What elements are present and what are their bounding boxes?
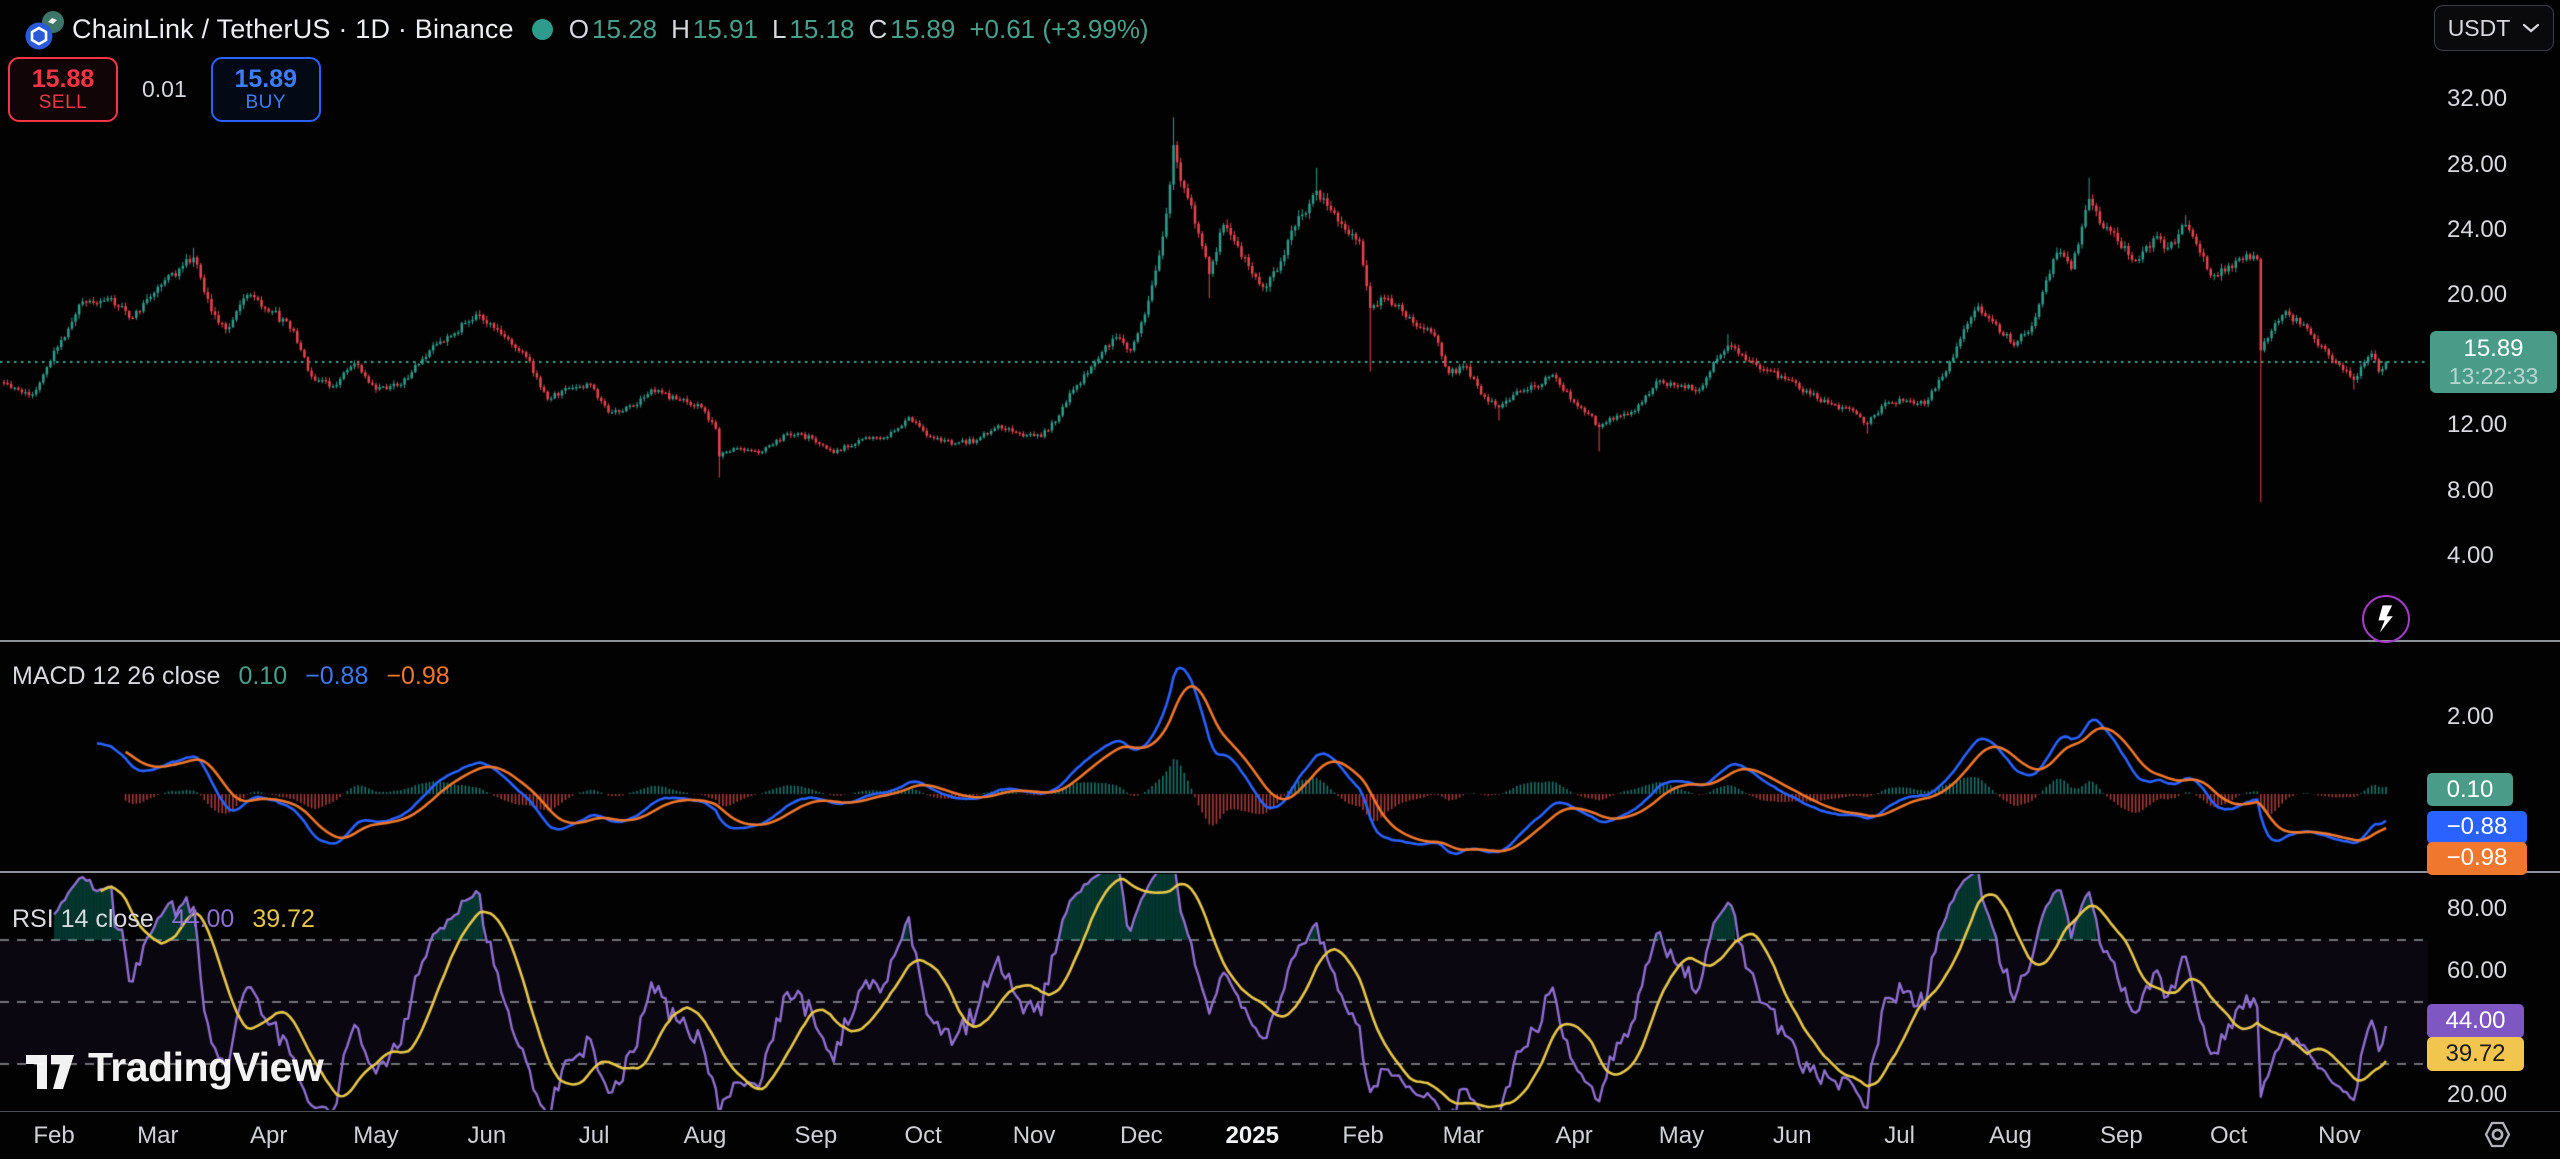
price-tick-label: 4.00 bbox=[2447, 541, 2494, 569]
chart-header: ChainLink / TetherUS · 1D · Binance O 15.… bbox=[12, 8, 1149, 50]
rsi-label: RSI 14 close bbox=[12, 905, 154, 933]
candle-countdown: 13:22:33 bbox=[2448, 362, 2539, 389]
sell-button[interactable]: 15.88 SELL bbox=[8, 57, 118, 122]
pair-logo-icon bbox=[12, 8, 68, 50]
time-tick-label: Jun bbox=[1772, 1122, 1812, 1149]
macd-indicator-row[interactable]: MACD 12 26 close 0.10 −0.88 −0.98 bbox=[12, 662, 450, 691]
price-tick-label: 20.00 bbox=[2447, 281, 2508, 308]
time-tick-label: Nov bbox=[2318, 1122, 2361, 1149]
price-change: +0.61 (+3.99%) bbox=[969, 13, 1149, 44]
lightning-icon[interactable] bbox=[2362, 595, 2410, 643]
time-axis-separator bbox=[0, 1111, 2560, 1112]
ohlc-high: H 15.91 bbox=[671, 13, 758, 44]
buy-price: 15.89 bbox=[234, 65, 298, 94]
sell-price: 15.88 bbox=[31, 65, 95, 94]
macd-hist-value: 0.10 bbox=[238, 662, 288, 690]
pane-separator-main-macd[interactable] bbox=[0, 640, 2560, 642]
buy-button[interactable]: 15.89 BUY bbox=[210, 57, 321, 122]
last-price-value: 15.89 bbox=[2463, 334, 2524, 362]
time-tick-label: Mar bbox=[1442, 1122, 1484, 1149]
time-tick-label: Sep bbox=[794, 1122, 838, 1149]
time-tick-label: Oct bbox=[904, 1122, 942, 1149]
time-tick-label: Oct bbox=[2209, 1122, 2248, 1149]
rsi-indicator-row[interactable]: RSI 14 close 44.00 39.72 bbox=[12, 905, 315, 934]
symbol-title[interactable]: ChainLink / TetherUS · 1D · Binance bbox=[72, 13, 514, 44]
rsi-ma-value: 39.72 bbox=[252, 905, 315, 933]
time-tick-label: Sep bbox=[2099, 1122, 2143, 1149]
spread-value: 0.01 bbox=[142, 76, 187, 102]
time-tick-label: Feb bbox=[1342, 1122, 1384, 1149]
macd-label: MACD 12 26 close bbox=[12, 662, 221, 690]
price-tick-label: 8.00 bbox=[2447, 476, 2494, 504]
rsi-tick-label: 60.00 bbox=[2447, 957, 2508, 984]
macd-hist-badge: 0.10 bbox=[2427, 773, 2513, 807]
ohlc-close: C 15.89 bbox=[868, 13, 956, 44]
time-tick-label: May bbox=[1658, 1122, 1705, 1149]
time-tick-label: Aug bbox=[1989, 1122, 2032, 1149]
macd-line-value: −0.88 bbox=[305, 662, 369, 690]
currency-label: USDT bbox=[2447, 14, 2511, 41]
macd-line-badge: −0.88 bbox=[2427, 810, 2527, 844]
time-tick-label: Apr bbox=[1555, 1122, 1593, 1149]
macd-signal-value: −0.98 bbox=[386, 662, 450, 690]
rsi-tick-label: 80.00 bbox=[2447, 895, 2508, 922]
ohlc-low: L 15.18 bbox=[771, 13, 855, 44]
time-tick-label: Jul bbox=[1884, 1122, 1915, 1149]
last-price-badge: 15.89 13:22:33 bbox=[2430, 331, 2557, 393]
time-tick-label: May bbox=[353, 1122, 399, 1149]
ohlc-open: O 15.28 bbox=[568, 13, 658, 44]
time-tick-label: Aug bbox=[683, 1122, 727, 1149]
chevron-down-icon bbox=[2523, 23, 2540, 33]
tradingview-logo-icon bbox=[26, 1054, 74, 1089]
time-tick-label: Jul bbox=[578, 1122, 610, 1149]
time-tick-label: Mar bbox=[137, 1122, 179, 1149]
time-tick-label: Feb bbox=[33, 1122, 75, 1149]
timezone-settings-icon[interactable] bbox=[2482, 1119, 2513, 1155]
buy-label: BUY bbox=[245, 91, 287, 113]
sell-label: SELL bbox=[38, 91, 88, 113]
price-tick-label: 24.00 bbox=[2447, 215, 2508, 243]
rsi-tick-label: 20.00 bbox=[2447, 1081, 2508, 1108]
rsi-badge: 44.00 bbox=[2427, 1003, 2524, 1038]
rsi-value: 44.00 bbox=[171, 905, 235, 933]
market-status-dot[interactable] bbox=[531, 18, 553, 40]
price-tick-label: 28.00 bbox=[2447, 150, 2508, 178]
pane-separator-macd-rsi[interactable] bbox=[0, 871, 2560, 873]
watermark-text: TradingView bbox=[88, 1044, 324, 1090]
order-panel: 15.88 SELL 0.01 15.89 BUY bbox=[8, 57, 321, 122]
rsi-ma-badge: 39.72 bbox=[2427, 1036, 2524, 1071]
time-tick-label: 2025 bbox=[1225, 1122, 1279, 1149]
currency-dropdown[interactable]: USDT bbox=[2434, 5, 2554, 51]
time-tick-label: Nov bbox=[1012, 1122, 1056, 1149]
price-tick-label: 12.00 bbox=[2447, 411, 2508, 439]
tradingview-watermark: TradingView bbox=[26, 1044, 324, 1091]
macd-tick-label: 2.00 bbox=[2447, 703, 2494, 730]
macd-signal-badge: −0.98 bbox=[2427, 841, 2527, 875]
time-tick-label: Apr bbox=[249, 1122, 288, 1149]
price-tick-label: 32.00 bbox=[2447, 85, 2508, 113]
time-tick-label: Dec bbox=[1120, 1122, 1163, 1149]
time-tick-label: Jun bbox=[467, 1122, 507, 1149]
